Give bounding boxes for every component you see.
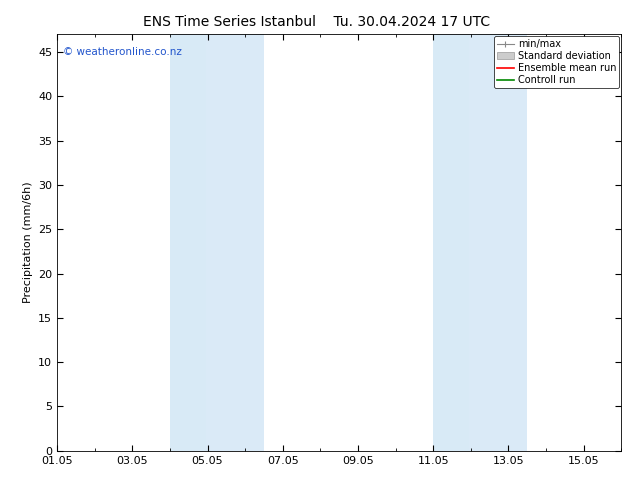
Bar	[205, 34, 264, 451]
Text: © weatheronline.co.nz: © weatheronline.co.nz	[63, 47, 181, 57]
Legend: min/max, Standard deviation, Ensemble mean run, Controll run: min/max, Standard deviation, Ensemble me…	[494, 36, 619, 88]
Bar	[433, 34, 469, 451]
Bar	[469, 34, 527, 451]
Text: ENS Time Series Istanbul    Tu. 30.04.2024 17 UTC: ENS Time Series Istanbul Tu. 30.04.2024 …	[143, 15, 491, 29]
Bar	[170, 34, 205, 451]
Y-axis label: Precipitation (mm/6h): Precipitation (mm/6h)	[23, 182, 32, 303]
